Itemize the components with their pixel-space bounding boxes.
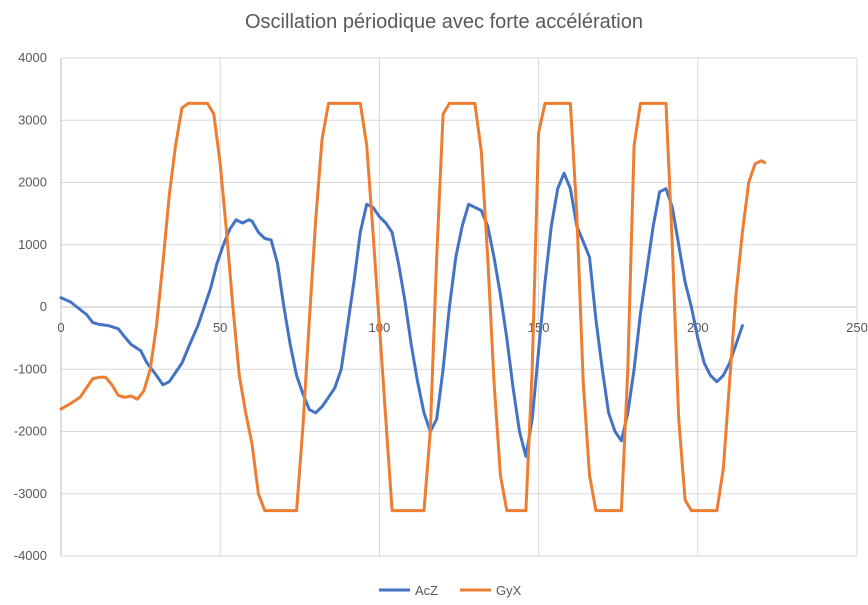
- series-lines: [59, 101, 767, 513]
- x-tick-labels: 0 50 100 150 200 250: [57, 320, 867, 335]
- x-tick-label: 0: [57, 320, 64, 335]
- series-line-acz: [59, 171, 744, 458]
- y-tick-label: -3000: [14, 486, 47, 501]
- legend: AcZ GyX: [379, 583, 522, 598]
- legend-label-gyx: GyX: [496, 583, 522, 598]
- axes: [60, 58, 857, 556]
- x-tick-label: 150: [528, 320, 550, 335]
- y-tick-label: 0: [40, 299, 47, 314]
- y-tick-label: -2000: [14, 424, 47, 439]
- y-tick-label: 1000: [18, 237, 47, 252]
- y-tick-label: -4000: [14, 548, 47, 563]
- chart-title: Oscillation périodique avec forte accélé…: [245, 11, 643, 33]
- y-tick-label: 2000: [18, 175, 47, 190]
- series-line-gyx: [59, 101, 767, 513]
- x-tick-label: 50: [213, 320, 227, 335]
- y-tick-labels: -4000 -3000 -2000 -1000 0 1000 2000 3000 4000: [14, 50, 47, 563]
- x-tick-label: 250: [846, 320, 868, 335]
- y-tick-label: -1000: [14, 361, 47, 376]
- y-tick-label: 3000: [18, 112, 47, 127]
- y-tick-label: 4000: [18, 50, 47, 65]
- x-tick-label: 200: [687, 320, 709, 335]
- legend-label-acz: AcZ: [415, 583, 438, 598]
